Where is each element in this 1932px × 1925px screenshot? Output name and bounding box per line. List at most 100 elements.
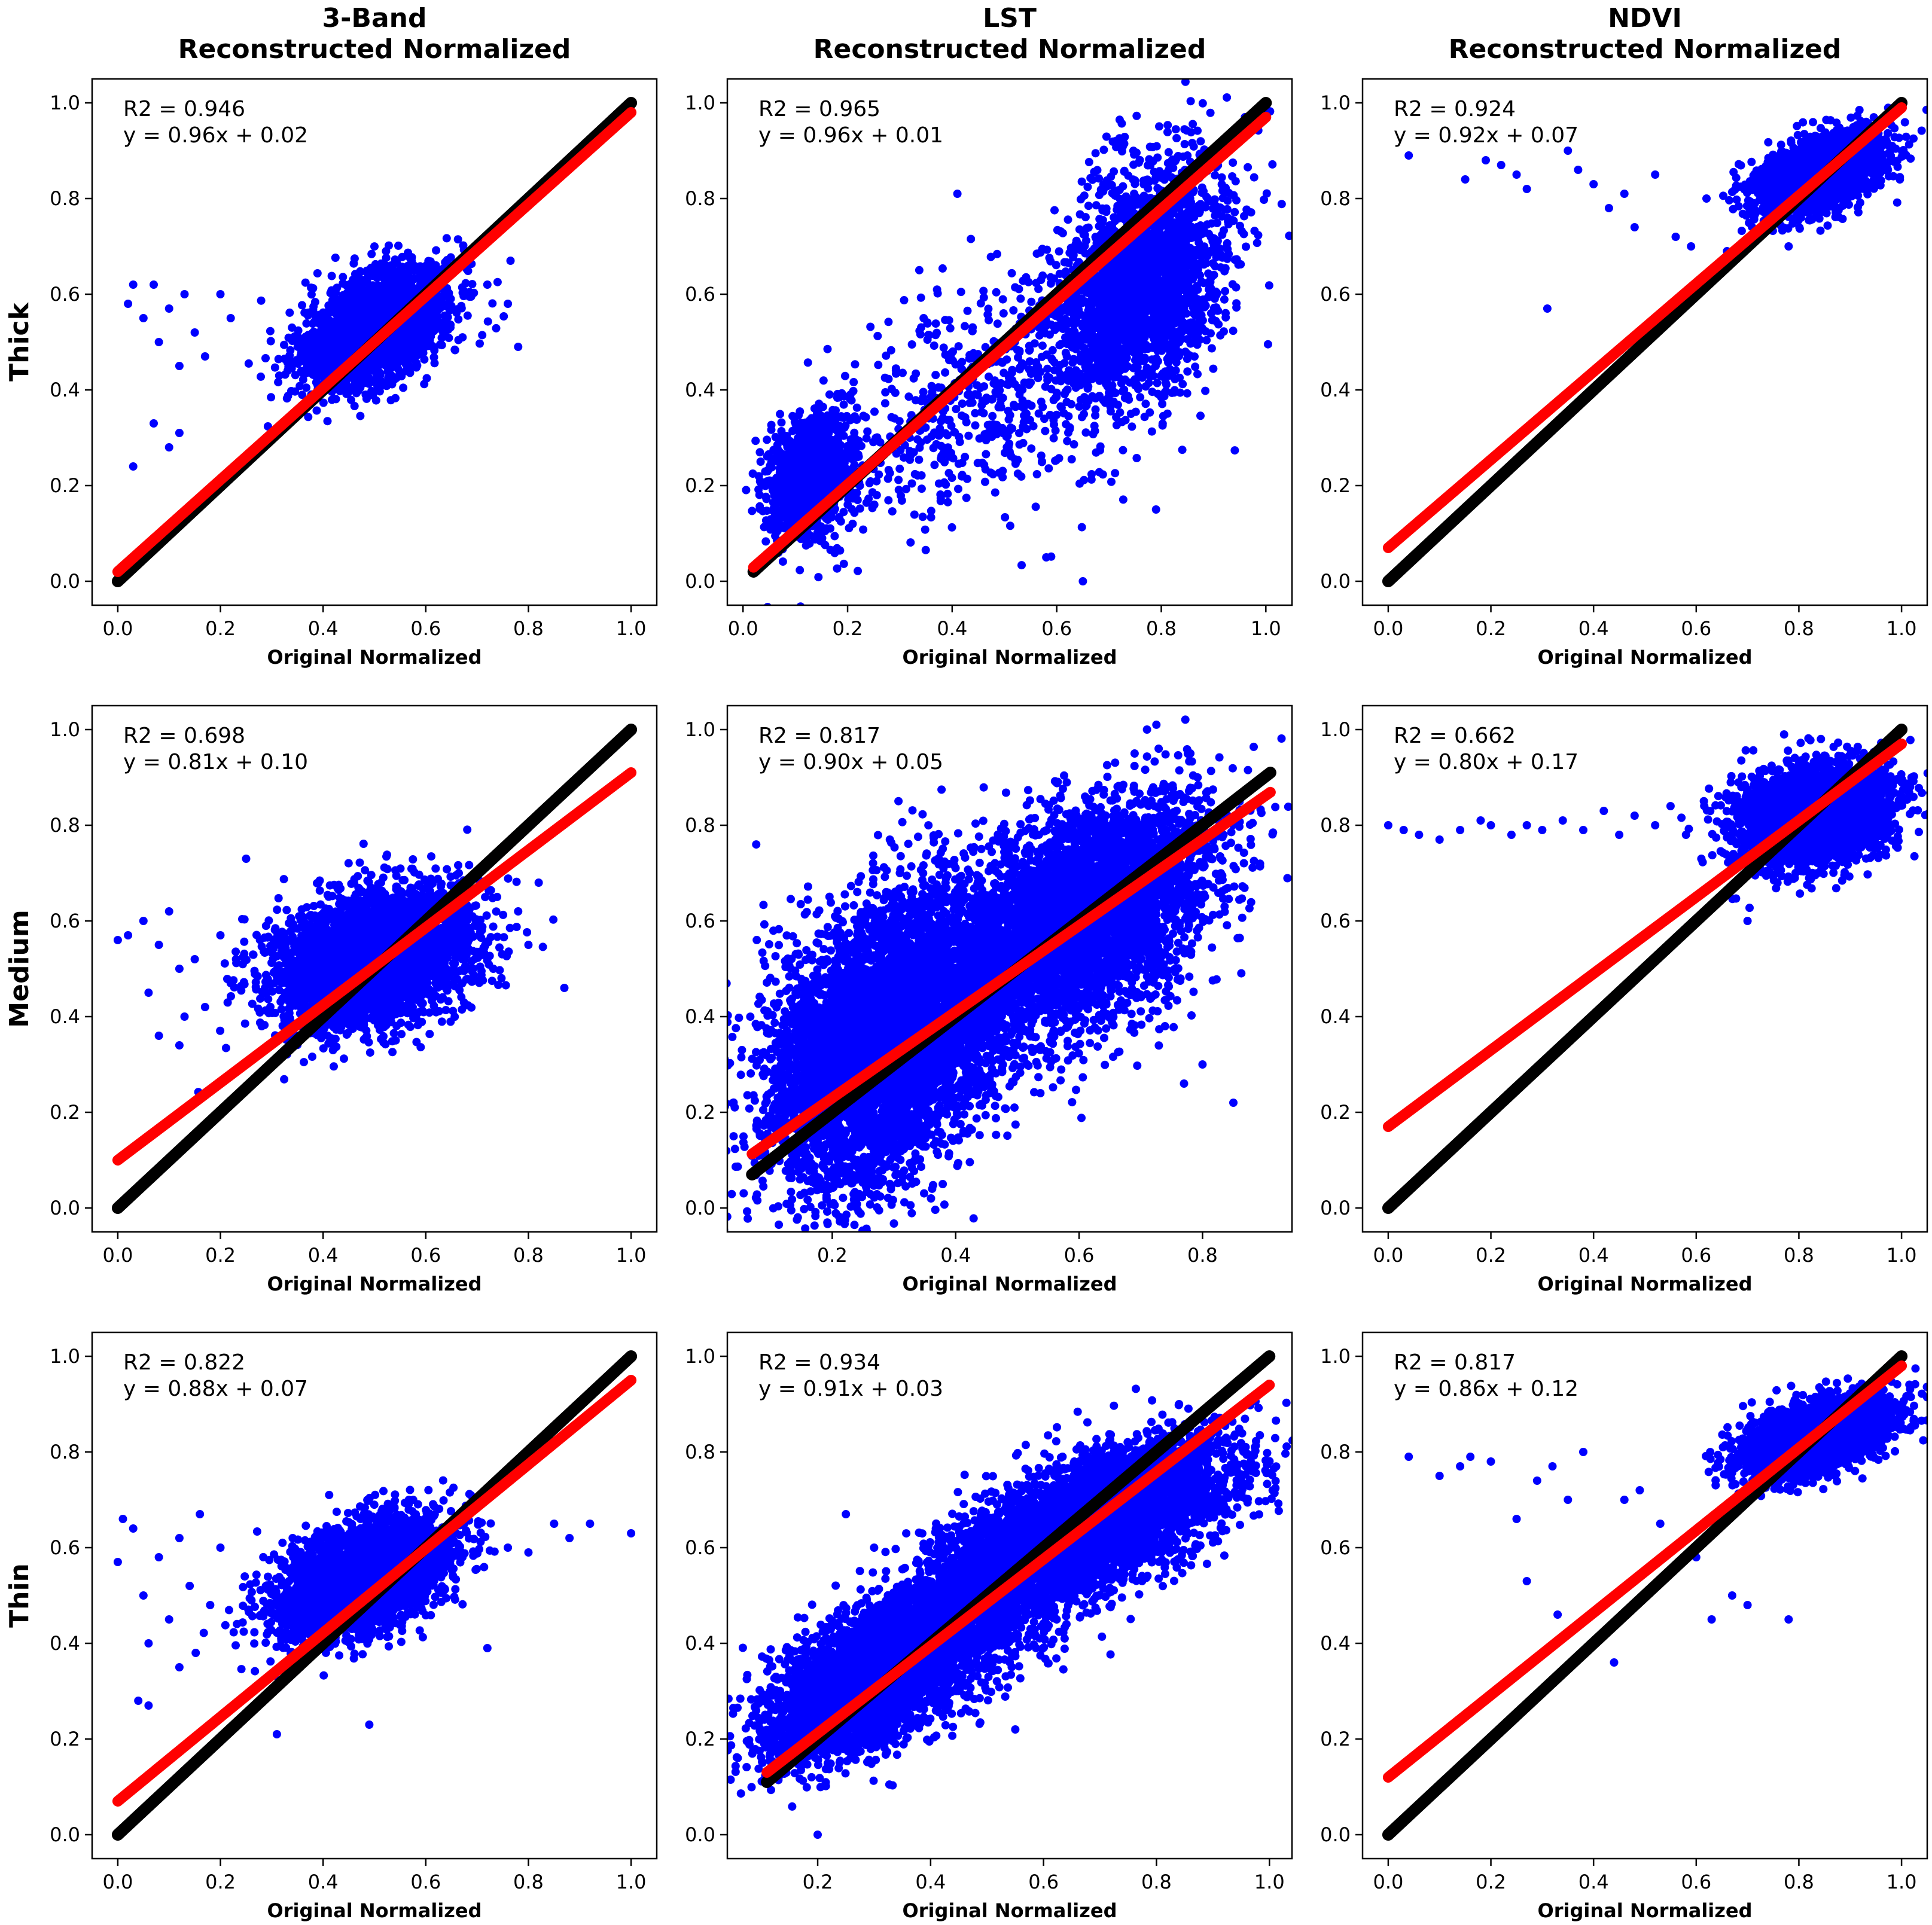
column-title-lst-line1: LST — [983, 3, 1037, 33]
data-point — [1041, 426, 1050, 435]
data-point — [763, 452, 772, 461]
data-point — [261, 354, 270, 362]
data-point — [778, 475, 787, 484]
data-point — [392, 374, 401, 383]
data-point — [428, 341, 437, 350]
data-point — [805, 539, 814, 548]
x-tick-label: 0.8 — [513, 617, 544, 640]
data-point — [342, 289, 351, 298]
data-point — [799, 446, 808, 454]
data-point — [476, 339, 484, 348]
data-point — [327, 304, 336, 313]
data-point — [825, 390, 834, 399]
data-point — [776, 410, 785, 419]
data-point — [837, 461, 846, 470]
data-point — [429, 266, 438, 274]
data-point — [361, 292, 370, 301]
data-point — [413, 344, 422, 353]
column-title-lst-line2: Reconstructed Normalized — [813, 34, 1206, 65]
data-point — [343, 306, 352, 315]
data-point — [755, 448, 764, 457]
data-point — [368, 361, 377, 370]
data-point — [1158, 419, 1167, 428]
data-point — [777, 418, 786, 427]
data-point — [742, 486, 751, 495]
data-point — [346, 346, 355, 355]
data-point — [400, 341, 409, 350]
data-point — [376, 360, 385, 369]
outlier-point — [154, 338, 163, 346]
data-point — [1129, 160, 1138, 169]
data-point — [998, 295, 1007, 304]
outlier-point — [124, 300, 133, 308]
data-point — [327, 271, 336, 280]
data-point — [453, 235, 462, 244]
data-point — [313, 269, 322, 277]
data-point — [382, 269, 391, 277]
data-point — [257, 296, 266, 305]
data-point — [377, 314, 386, 323]
data-point — [1092, 201, 1101, 210]
data-point — [403, 261, 412, 270]
data-point — [833, 564, 842, 573]
data-point — [360, 300, 369, 309]
data-point — [1112, 420, 1121, 429]
data-point — [441, 301, 450, 310]
data-point — [382, 247, 391, 255]
data-point — [350, 402, 359, 410]
data-point — [760, 523, 769, 532]
data-point — [330, 394, 339, 403]
data-point — [478, 331, 487, 340]
data-point — [817, 480, 826, 489]
data-point — [814, 527, 822, 536]
data-point — [1193, 126, 1202, 135]
data-point — [382, 254, 391, 263]
outlier-point — [190, 328, 199, 337]
data-point — [391, 255, 400, 264]
data-point — [429, 327, 438, 335]
data-point — [331, 331, 340, 340]
data-point — [816, 536, 824, 545]
data-point — [788, 426, 797, 435]
data-point — [833, 426, 842, 435]
data-point — [412, 363, 420, 372]
data-point — [331, 297, 340, 306]
data-point — [1260, 196, 1269, 204]
data-point — [420, 267, 429, 276]
data-point — [364, 379, 373, 388]
data-point — [1055, 341, 1064, 350]
data-point — [1027, 297, 1036, 306]
outlier-point — [483, 280, 492, 289]
data-point — [351, 301, 359, 310]
outlier-point — [150, 419, 158, 428]
data-point — [342, 280, 351, 289]
data-point — [352, 389, 361, 398]
data-point — [801, 418, 810, 427]
data-point — [396, 273, 405, 282]
outlier-point — [129, 280, 138, 289]
data-point — [845, 524, 854, 533]
data-point — [425, 307, 434, 316]
data-point — [806, 486, 815, 495]
data-point — [822, 435, 831, 444]
data-point — [809, 478, 818, 487]
x-axis-title: Original Normalized — [267, 646, 482, 669]
data-point — [309, 338, 318, 346]
data-point — [454, 315, 463, 324]
data-point — [274, 378, 283, 387]
data-point — [356, 312, 365, 320]
data-point — [401, 360, 410, 369]
outlier-point — [129, 462, 138, 471]
data-point — [493, 277, 502, 286]
data-point — [384, 373, 393, 382]
data-point — [378, 287, 387, 296]
data-point — [1063, 437, 1072, 446]
data-point — [373, 273, 382, 282]
data-point — [324, 362, 333, 371]
data-point — [291, 371, 300, 380]
row-title-medium: Medium — [4, 910, 35, 1027]
data-point — [399, 383, 408, 392]
data-point — [324, 315, 333, 323]
data-point — [310, 347, 319, 356]
data-point — [322, 332, 331, 341]
